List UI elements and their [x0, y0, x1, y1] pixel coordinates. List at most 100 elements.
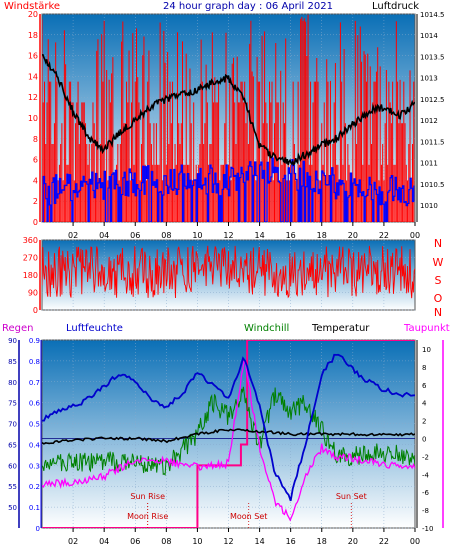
wind-tick-label: 0 — [33, 218, 38, 227]
direction-tick-label: 270 — [23, 254, 38, 263]
pressure-tick-label: 1012 — [420, 117, 438, 125]
pressure-tick-label: 1014.5 — [420, 11, 445, 19]
panel3-x-axis: 02 04 06 08 10 12 14 16 18 20 22 00 — [68, 528, 420, 546]
wind-axis: 0 2 4 6 8 10 12 14 16 18 20 — [28, 10, 41, 227]
rain-tick-label: 0.1 — [29, 504, 40, 512]
legend-temperature: Temperatur — [311, 323, 370, 334]
header-title: 24 hour graph day : 06 April 2021 — [163, 1, 333, 12]
wind-tick-label: 14 — [28, 72, 38, 81]
legend-dewpoint: Taupunkt — [403, 323, 450, 334]
compass-label: N — [434, 306, 442, 319]
rain-tick-label: 0.3 — [29, 462, 40, 470]
temperature-tick-label: -6 — [422, 489, 430, 497]
humidity-tick-label: 55 — [8, 483, 17, 491]
temperature-axis: -10 -8 -6 -4 -2 0 2 4 6 8 10 — [416, 340, 444, 533]
wind-direction-series — [42, 245, 415, 299]
x-tick-label: 06 — [130, 537, 140, 546]
x-tick-label: 18 — [317, 537, 327, 546]
x-tick-label: 12 — [223, 537, 233, 546]
direction-axis: 0 90 180 270 360 — [23, 236, 41, 315]
x-tick-label: 02 — [68, 537, 78, 546]
rain-tick-label: 0.4 — [29, 441, 41, 449]
temperature-tick-label: 6 — [422, 382, 427, 390]
temperature-tick-label: 10 — [422, 346, 431, 354]
x-tick-label: 00 — [410, 537, 420, 546]
wind-tick-label: 6 — [33, 156, 38, 165]
pressure-series — [42, 53, 415, 167]
x-tick-label: 10 — [192, 231, 202, 240]
pressure-tick-label: 1014 — [420, 32, 438, 40]
rain-tick-label: 0.2 — [29, 483, 40, 491]
humidity-tick-label: 85 — [8, 358, 17, 366]
rain-tick-label: 0.9 — [29, 337, 40, 345]
x-tick-label: 18 — [317, 231, 327, 240]
temperature-tick-label: -10 — [422, 525, 433, 533]
humidity-tick-label: 80 — [8, 379, 17, 387]
pressure-tick-label: 1011 — [420, 160, 438, 168]
humidity-series — [42, 353, 415, 502]
annotation-label: Moon Rise — [127, 512, 168, 521]
x-tick-label: 10 — [192, 537, 202, 546]
compass-label: W — [433, 256, 444, 269]
pressure-tick-label: 1013.5 — [420, 53, 445, 61]
panel-humidity-temperature: Sun Rise Moon Rise Moon Set Sun Set 0 0.1 0.2… — [8, 337, 444, 546]
x-tick-label: 04 — [99, 537, 109, 546]
temperature-tick-label: -8 — [422, 507, 429, 515]
windchill-series — [42, 386, 415, 476]
compass-label: S — [435, 274, 442, 287]
wind-tick-label: 12 — [28, 93, 38, 102]
direction-tick-label: 90 — [28, 289, 38, 298]
x-tick-label: 02 — [68, 231, 78, 240]
wind-tick-label: 10 — [28, 114, 38, 123]
humidity-tick-label: 50 — [8, 504, 17, 512]
compass-label: N — [434, 237, 442, 250]
humidity-axis: 50 55 60 65 70 75 80 85 90 — [8, 337, 20, 528]
wind-average-series — [42, 157, 415, 222]
legend-rain: Regen — [2, 323, 34, 334]
x-tick-label: 12 — [223, 231, 233, 240]
rain-tick-label: 0.8 — [29, 358, 40, 366]
direction-tick-label: 0 — [33, 306, 38, 315]
rain-tick-label: 0.7 — [29, 379, 40, 387]
x-tick-label: 08 — [161, 537, 171, 546]
panel1-series — [42, 14, 415, 222]
pressure-tick-label: 1012.5 — [420, 96, 445, 104]
x-tick-label: 16 — [286, 537, 296, 546]
x-tick-label: 14 — [254, 537, 264, 546]
direction-tick-label: 360 — [23, 236, 38, 245]
compass-label: O — [434, 292, 443, 305]
humidity-tick-label: 60 — [8, 462, 17, 470]
legend-windchill: Windchill — [244, 323, 289, 334]
wind-tick-label: 8 — [33, 135, 38, 144]
annotation-label: Sun Rise — [130, 492, 165, 501]
panel3-series — [42, 340, 415, 528]
temperature-tick-label: 0 — [422, 435, 426, 443]
rain-tick-label: 0 — [36, 525, 40, 533]
panel1-x-axis: 02 04 06 08 10 12 14 16 18 20 22 00 — [68, 222, 420, 240]
panel2-series — [42, 245, 415, 299]
x-tick-label: 20 — [348, 231, 358, 240]
wind-tick-label: 4 — [33, 176, 38, 185]
header-right-label: Luftdruck — [372, 1, 419, 12]
x-tick-label: 04 — [99, 231, 109, 240]
annotation-label: Moon Set — [230, 512, 267, 521]
x-tick-label: 16 — [286, 231, 296, 240]
legend-humidity: Luftfeuchte — [66, 323, 123, 334]
humidity-tick-label: 75 — [8, 400, 17, 408]
temperature-tick-label: -2 — [422, 453, 429, 461]
wind-tick-label: 16 — [28, 52, 38, 61]
pressure-tick-label: 1010.5 — [420, 181, 445, 189]
wind-tick-label: 18 — [28, 31, 38, 40]
x-tick-label: 20 — [348, 537, 358, 546]
annotation-label: Sun Set — [336, 492, 367, 501]
temperature-series — [42, 428, 415, 445]
x-tick-label: 06 — [130, 231, 140, 240]
temperature-tick-label: 4 — [422, 400, 427, 408]
rain-tick-label: 0.6 — [29, 400, 41, 408]
x-tick-label: 14 — [254, 231, 264, 240]
x-tick-label: 22 — [379, 231, 389, 240]
